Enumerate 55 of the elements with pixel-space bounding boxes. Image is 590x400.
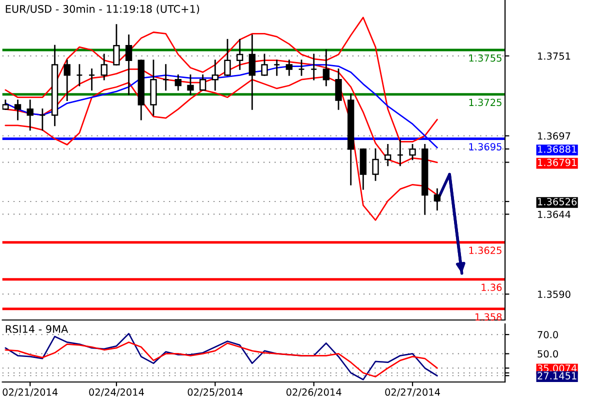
candlestick bbox=[248, 34, 256, 110]
candlestick bbox=[187, 74, 194, 96]
candlestick bbox=[162, 64, 170, 91]
candlestick bbox=[384, 144, 392, 166]
candlestick bbox=[396, 140, 404, 166]
chart-title: RSI14 - 9MA bbox=[6, 325, 68, 333]
y-tick-label: 1.3697 bbox=[538, 132, 570, 140]
candlestick bbox=[434, 188, 441, 210]
candlestick bbox=[125, 34, 132, 96]
ref-line-label: 1.3725 bbox=[469, 98, 502, 106]
x-tick-label: 02/25/2014 bbox=[188, 388, 243, 397]
candlestick bbox=[335, 68, 342, 110]
candlestick bbox=[236, 38, 244, 70]
candlestick bbox=[76, 64, 83, 86]
candlestick bbox=[64, 60, 70, 101]
candlestick bbox=[409, 144, 416, 160]
x-tick-label: 02/27/2014 bbox=[385, 388, 440, 397]
line-series bbox=[4, 332, 438, 380]
ref-line-label: 1.3625 bbox=[469, 246, 502, 254]
x-tick-label: 02/24/2014 bbox=[89, 388, 144, 397]
candlestick bbox=[88, 68, 96, 91]
y-tick-label: 27.1451 bbox=[538, 372, 576, 380]
line-series bbox=[4, 16, 438, 142]
candlestick bbox=[298, 60, 305, 76]
candlestick bbox=[310, 54, 318, 80]
candlestick bbox=[100, 54, 108, 80]
candlestick bbox=[261, 54, 268, 76]
y-tick-label: 1.36526 bbox=[538, 198, 577, 206]
candlestick bbox=[199, 74, 206, 91]
candlestick bbox=[224, 38, 231, 76]
x-tick-label: 02/21/2014 bbox=[2, 388, 58, 397]
candlestick bbox=[372, 148, 379, 181]
y-tick-label: 1.36881 bbox=[538, 145, 576, 153]
x-tick-label: 02/26/2014 bbox=[286, 388, 342, 397]
ref-line-label: 1.3755 bbox=[469, 54, 502, 62]
candlestick bbox=[174, 74, 182, 91]
y-tick-label: 1.3644 bbox=[538, 210, 570, 218]
candlestick bbox=[26, 100, 34, 131]
ref-line-label: 1.3695 bbox=[469, 143, 502, 150]
y-tick-label: 1.3751 bbox=[538, 52, 570, 60]
y-tick-label: 1.36791 bbox=[538, 158, 576, 166]
candlestick bbox=[39, 108, 46, 131]
candlestick bbox=[14, 100, 22, 120]
chart-title: EUR/USD - 30min - 11:19:18 (UTC+1) bbox=[6, 4, 200, 14]
candlestick bbox=[286, 60, 293, 76]
ref-line-label: 1.36 bbox=[482, 284, 502, 292]
y-tick-label: 70.0 bbox=[538, 331, 558, 338]
y-tick-label: 1.3590 bbox=[538, 290, 570, 298]
y-tick-label: 50.0 bbox=[538, 350, 558, 358]
line-series bbox=[4, 342, 438, 378]
candlestick bbox=[273, 60, 280, 76]
candlestick bbox=[322, 49, 330, 86]
ref-line-label: 1.358 bbox=[475, 313, 502, 321]
candlestick bbox=[113, 24, 120, 66]
candlestick bbox=[212, 60, 218, 91]
